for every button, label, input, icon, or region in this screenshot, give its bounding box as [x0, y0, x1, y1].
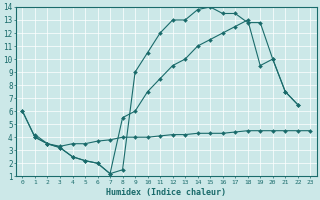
X-axis label: Humidex (Indice chaleur): Humidex (Indice chaleur) [106, 188, 226, 197]
